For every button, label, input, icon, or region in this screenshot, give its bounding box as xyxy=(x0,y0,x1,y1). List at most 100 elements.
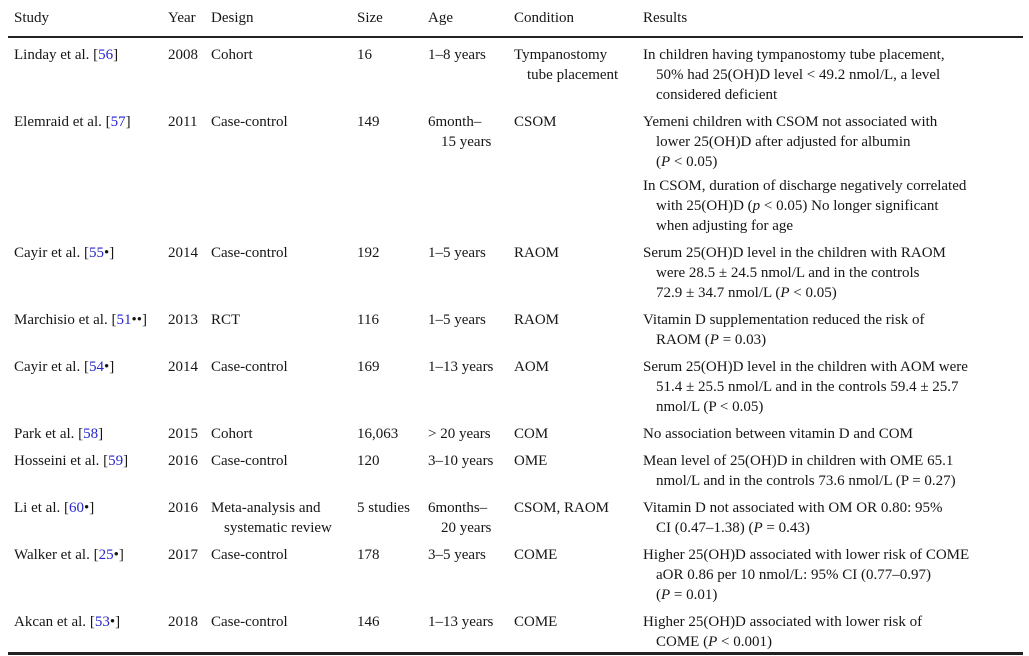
age-line: 1–13 years xyxy=(428,614,494,630)
condition-line: AOM xyxy=(514,359,550,375)
study-author: Park et al. xyxy=(14,426,75,442)
study-author: Akcan et al. xyxy=(14,614,87,630)
study-row: Cayir et al. [55•] 2014 Case-control 192 1–5… xyxy=(8,236,1023,303)
citation-ref-link[interactable]: 53 xyxy=(94,614,110,630)
citation-ref-link[interactable]: 59 xyxy=(108,453,124,469)
citation-ref-link[interactable]: 54 xyxy=(88,359,104,375)
design-cell: Meta-analysis and systematic review xyxy=(211,491,357,538)
results-paragraph: Higher 25(OH)D associated with lower ris… xyxy=(643,612,1015,652)
results-paragraph: Vitamin D not associated with OM OR 0.80… xyxy=(643,498,1015,538)
citation-ref-link[interactable]: 55 xyxy=(88,245,104,261)
condition-line: CSOM, RAOM xyxy=(514,500,610,516)
study-author: Linday et al. xyxy=(14,47,90,63)
results-cell: Serum 25(OH)D level in the children with… xyxy=(643,236,1023,303)
size-cell: 116 xyxy=(357,312,379,328)
year-cell: 2008 xyxy=(168,47,198,63)
age-cell: > 20 years xyxy=(428,417,514,444)
results-line: Serum 25(OH)D level in the children with… xyxy=(643,245,946,261)
results-paragraph: No association between vitamin D and COM xyxy=(643,424,1015,444)
design-cell: Case-control xyxy=(211,350,357,417)
results-cell: Higher 25(OH)D associated with lower ris… xyxy=(643,538,1023,605)
size-cell: 169 xyxy=(357,359,380,375)
year-cell: 2011 xyxy=(168,114,198,130)
results-paragraph: Mean level of 25(OH)D in children with O… xyxy=(643,451,1015,491)
design-line: Case-control xyxy=(211,359,288,375)
citation-ref-link[interactable]: 56 xyxy=(98,47,114,63)
age-line: 1–5 years xyxy=(428,245,486,261)
citation-ref-link[interactable]: 25 xyxy=(98,547,114,563)
results-cell: Mean level of 25(OH)D in children with O… xyxy=(643,444,1023,491)
age-line: 1–8 years xyxy=(428,47,486,63)
results-line: with 25(OH)D (p < 0.05) No longer signif… xyxy=(656,198,939,214)
citation-marker: • xyxy=(113,547,119,563)
condition-cell: RAOM xyxy=(514,236,643,303)
results-line: No association between vitamin D and COM xyxy=(643,426,913,442)
design-line: Case-control xyxy=(211,614,288,630)
design-line: RCT xyxy=(211,312,241,328)
condition-line: Tympanostomy xyxy=(514,47,608,63)
citation-marker: • xyxy=(83,500,90,516)
year-cell: 2015 xyxy=(168,426,198,442)
age-line: 3–10 years xyxy=(428,453,494,469)
age-cell: 1–13 years xyxy=(428,605,514,654)
age-line: 6months– xyxy=(428,500,488,516)
design-line: Cohort xyxy=(211,426,253,442)
results-line: nmol/L and in the controls 73.6 nmol/L (… xyxy=(656,473,956,489)
results-line: were 28.5 ± 24.5 nmol/L and in the contr… xyxy=(656,265,920,281)
age-cell: 1–5 years xyxy=(428,236,514,303)
citation-ref-link[interactable]: 60 xyxy=(68,500,84,516)
results-paragraph: Vitamin D supplementation reduced the ri… xyxy=(643,310,1015,350)
results-line: CI (0.47–1.38) (P = 0.43) xyxy=(656,520,810,536)
condition-cell: OME xyxy=(514,444,643,491)
study-cell: Linday et al. [56] xyxy=(14,47,119,63)
results-line: Vitamin D not associated with OM OR 0.80… xyxy=(643,500,943,516)
condition-cell: AOM xyxy=(514,350,643,417)
results-cell: Vitamin D supplementation reduced the ri… xyxy=(643,303,1023,350)
citation-ref-link[interactable]: 57 xyxy=(110,114,126,130)
results-paragraph: Serum 25(OH)D level in the children with… xyxy=(643,243,1015,303)
citation-marker: • xyxy=(103,245,110,261)
design-line: Cohort xyxy=(211,47,253,63)
results-line: Yemeni children with CSOM not associated… xyxy=(643,114,938,130)
design-cell: Cohort xyxy=(211,37,357,105)
study-row: Elemraid et al. [57] 2011 Case-control 149 6… xyxy=(8,105,1023,236)
age-line: 20 years xyxy=(441,520,492,536)
results-paragraph: In CSOM, duration of discharge negativel… xyxy=(643,176,1015,236)
citation-ref-link[interactable]: 51 xyxy=(116,312,132,328)
results-line: (P < 0.05) xyxy=(656,154,718,170)
condition-line: RAOM xyxy=(514,245,560,261)
design-line: Case-control xyxy=(211,547,288,563)
results-cell: Serum 25(OH)D level in the children with… xyxy=(643,350,1023,417)
column-header-results: Results xyxy=(643,10,688,26)
column-header-design: Design xyxy=(211,10,254,26)
column-header-year: Year xyxy=(168,10,196,26)
study-cell: Walker et al. [25•] xyxy=(14,547,124,563)
condition-line: tube placement xyxy=(527,67,619,83)
size-cell: 178 xyxy=(357,547,380,563)
design-cell: Case-control xyxy=(211,105,357,236)
condition-cell: COME xyxy=(514,538,643,605)
results-line: COME (P < 0.001) xyxy=(656,634,772,650)
results-line: In children having tympanostomy tube pla… xyxy=(643,47,945,63)
size-cell: 5 studies xyxy=(357,500,410,516)
study-row: Walker et al. [25•] 2017 Case-control 178 3–… xyxy=(8,538,1023,605)
results-line: (P = 0.01) xyxy=(656,587,718,603)
year-cell: 2013 xyxy=(168,312,198,328)
results-cell: Vitamin D not associated with OM OR 0.80… xyxy=(643,491,1023,538)
design-line: Case-control xyxy=(211,114,288,130)
condition-cell: CSOM, RAOM xyxy=(514,491,643,538)
results-line: Vitamin D supplementation reduced the ri… xyxy=(643,312,925,328)
size-cell: 120 xyxy=(357,453,380,469)
study-cell: Li et al. [60•] xyxy=(14,500,95,516)
year-cell: 2014 xyxy=(168,359,198,375)
age-line: > 20 years xyxy=(428,426,491,442)
study-cell: Park et al. [58] xyxy=(14,426,104,442)
condition-cell: Tympanostomy tube placement xyxy=(514,37,643,105)
citation-ref-link[interactable]: 58 xyxy=(83,426,99,442)
results-line: Higher 25(OH)D associated with lower ris… xyxy=(643,614,923,630)
condition-cell: COM xyxy=(514,417,643,444)
study-author: Marchisio et al. xyxy=(14,312,108,328)
study-cell: Cayir et al. [54•] xyxy=(14,359,115,375)
column-header-age: Age xyxy=(428,10,453,26)
